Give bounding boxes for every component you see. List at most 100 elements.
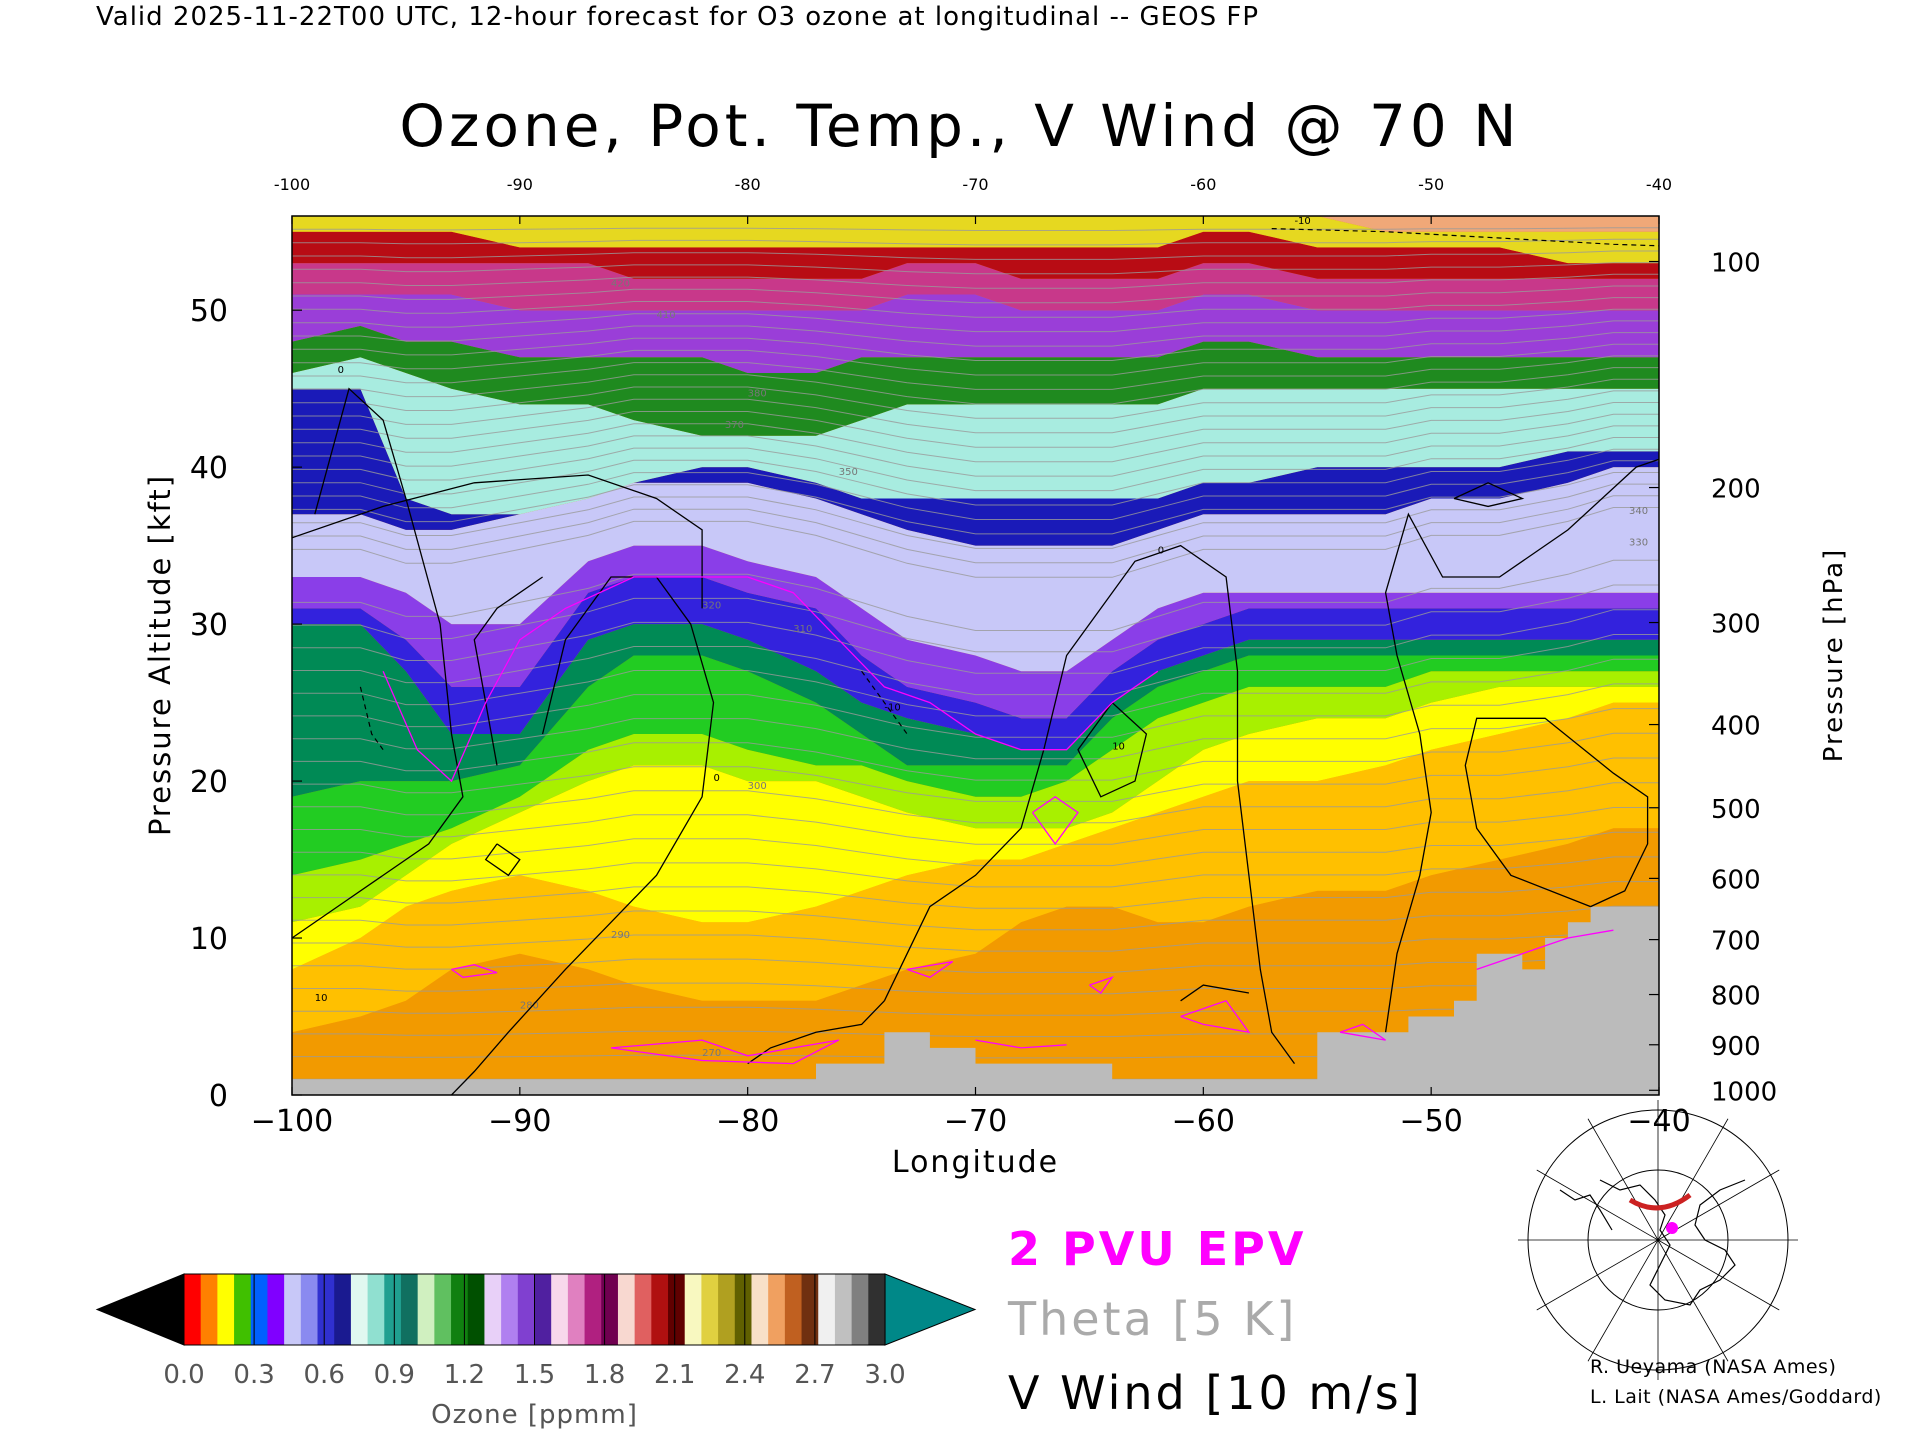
colorbar-segment <box>300 1274 319 1345</box>
x-tick-label: −60 <box>1172 1104 1235 1139</box>
colorbar-tick-label: 0.9 <box>374 1360 415 1390</box>
pressure-tick-label: 200 <box>1711 475 1761 505</box>
theta-label: 380 <box>748 389 767 400</box>
epv-contour-line <box>975 1039 1067 1049</box>
colorbar-tick-label: 3.0 <box>864 1360 905 1390</box>
theta-contour <box>292 584 1659 653</box>
epv-contour-line <box>906 960 954 979</box>
y-tick-label: 30 <box>190 608 228 643</box>
ozone-zone <box>292 325 1659 436</box>
pressure-tick-label: 500 <box>1711 795 1761 825</box>
theta-label: 340 <box>1629 506 1648 517</box>
x-tick-label: −80 <box>716 1104 779 1139</box>
y-tick-label: 50 <box>190 294 228 329</box>
colorbar-tick-label: 0.6 <box>304 1360 345 1390</box>
ozone-zone <box>292 231 1659 279</box>
vwind-contour <box>1077 702 1148 798</box>
theta-label: 410 <box>657 310 676 321</box>
theta-contour <box>292 831 1659 867</box>
x-top-tick-label: -60 <box>1190 175 1216 194</box>
theta-contour <box>292 297 1659 318</box>
theta-label: 330 <box>1629 538 1648 549</box>
colorbar-segment <box>818 1274 836 1345</box>
colorbar-segment <box>367 1274 385 1345</box>
vwind-label: 0 <box>713 773 719 784</box>
x-tick-label: −90 <box>488 1104 551 1139</box>
colorbar-segment <box>734 1274 753 1345</box>
x-top-tick-label: -90 <box>507 175 533 194</box>
x-top-tick-label: -100 <box>274 175 310 194</box>
x-top-tick-label: -40 <box>1646 175 1672 194</box>
colorbar-segment <box>668 1274 686 1345</box>
theta-contour <box>292 250 1659 260</box>
colorbar-segment <box>317 1274 335 1345</box>
vwind-label: 0 <box>1158 545 1164 556</box>
ozone-zone <box>292 828 1659 1095</box>
theta-label: 370 <box>725 420 744 431</box>
vwind-label: -10 <box>884 702 900 713</box>
colorbar-segment <box>417 1274 435 1345</box>
colorbar-tick-label: 2.4 <box>724 1360 765 1390</box>
theta-contour <box>292 448 1659 506</box>
vwind-contour <box>451 576 715 1095</box>
colorbar-tick-label: 2.7 <box>794 1360 835 1390</box>
theta-contour <box>292 708 1659 760</box>
vwind-contour-negative <box>1271 228 1659 247</box>
colorbar-segment <box>768 1274 786 1345</box>
colorbar-segment <box>534 1274 552 1345</box>
vwind-contour <box>1464 717 1649 908</box>
theta-contour <box>292 472 1659 535</box>
colorbar-min-arrow <box>95 1273 185 1346</box>
theta-contour <box>292 390 1659 434</box>
theta-contour <box>292 782 1659 824</box>
theta-contour <box>292 262 1659 275</box>
ozone-zone <box>292 702 1659 1033</box>
colorbar: 0.0 0.3 0.6 0.9 1.2 1.5 1.8 2.1 2.4 2.7 3.0 Ozone [… <box>95 1273 977 1430</box>
ozone-zone <box>292 467 1659 672</box>
x-top-tick-label: -70 <box>962 175 988 194</box>
epv-contour-line <box>382 576 1159 783</box>
ozone-zone <box>292 388 1659 546</box>
forecast-header: Valid 2025-11-22T00 UTC, 12-hour forecas… <box>96 2 1259 32</box>
terrain <box>292 906 1659 1095</box>
theta-contour <box>292 285 1659 304</box>
colorbar-tick-label: 1.8 <box>584 1360 625 1390</box>
map-meridian <box>1587 1118 1659 1241</box>
theta-contour <box>292 905 1659 931</box>
pressure-tick-label: 600 <box>1711 865 1761 895</box>
x-axis-label: Longitude <box>892 1145 1059 1180</box>
colorbar-segment <box>384 1274 402 1345</box>
colorbar-segment <box>567 1274 586 1345</box>
theta-contour <box>292 955 1659 973</box>
theta-label: 270 <box>702 1048 721 1059</box>
x-tick-label: −50 <box>1400 1104 1463 1139</box>
epv-contour-line <box>1339 1023 1386 1041</box>
theta-contour <box>292 1004 1659 1016</box>
theta-contour <box>292 413 1659 463</box>
colorbar-segment <box>234 1274 252 1345</box>
colorbar-segment <box>484 1274 502 1345</box>
theta-contour <box>292 460 1659 520</box>
terrain-fill <box>292 906 1659 1095</box>
vwind-label: 10 <box>315 993 328 1004</box>
map-meridian <box>1536 1239 1659 1311</box>
theta-contour <box>292 609 1659 674</box>
vwind-contour <box>473 576 543 766</box>
theta-contour <box>292 979 1659 995</box>
theta-contour <box>292 683 1659 738</box>
theta-contour <box>292 757 1659 802</box>
vwind-label: -10 <box>1294 216 1310 227</box>
vwind-label: 10 <box>1112 742 1125 753</box>
colorbar-segment <box>467 1274 486 1345</box>
x-top-tick-label: -50 <box>1418 175 1444 194</box>
theta-label: 280 <box>520 1001 539 1012</box>
credit-line-1: R. Ueyama (NASA Ames) <box>1590 1356 1837 1378</box>
colorbar-segment <box>634 1274 652 1345</box>
theta-contour <box>292 856 1659 888</box>
theta-label: 310 <box>793 624 812 635</box>
pressure-tick-label: 700 <box>1711 927 1761 957</box>
vwind-contour <box>292 387 464 939</box>
epv-contour-line <box>610 1039 840 1065</box>
theta-contour <box>292 658 1659 717</box>
